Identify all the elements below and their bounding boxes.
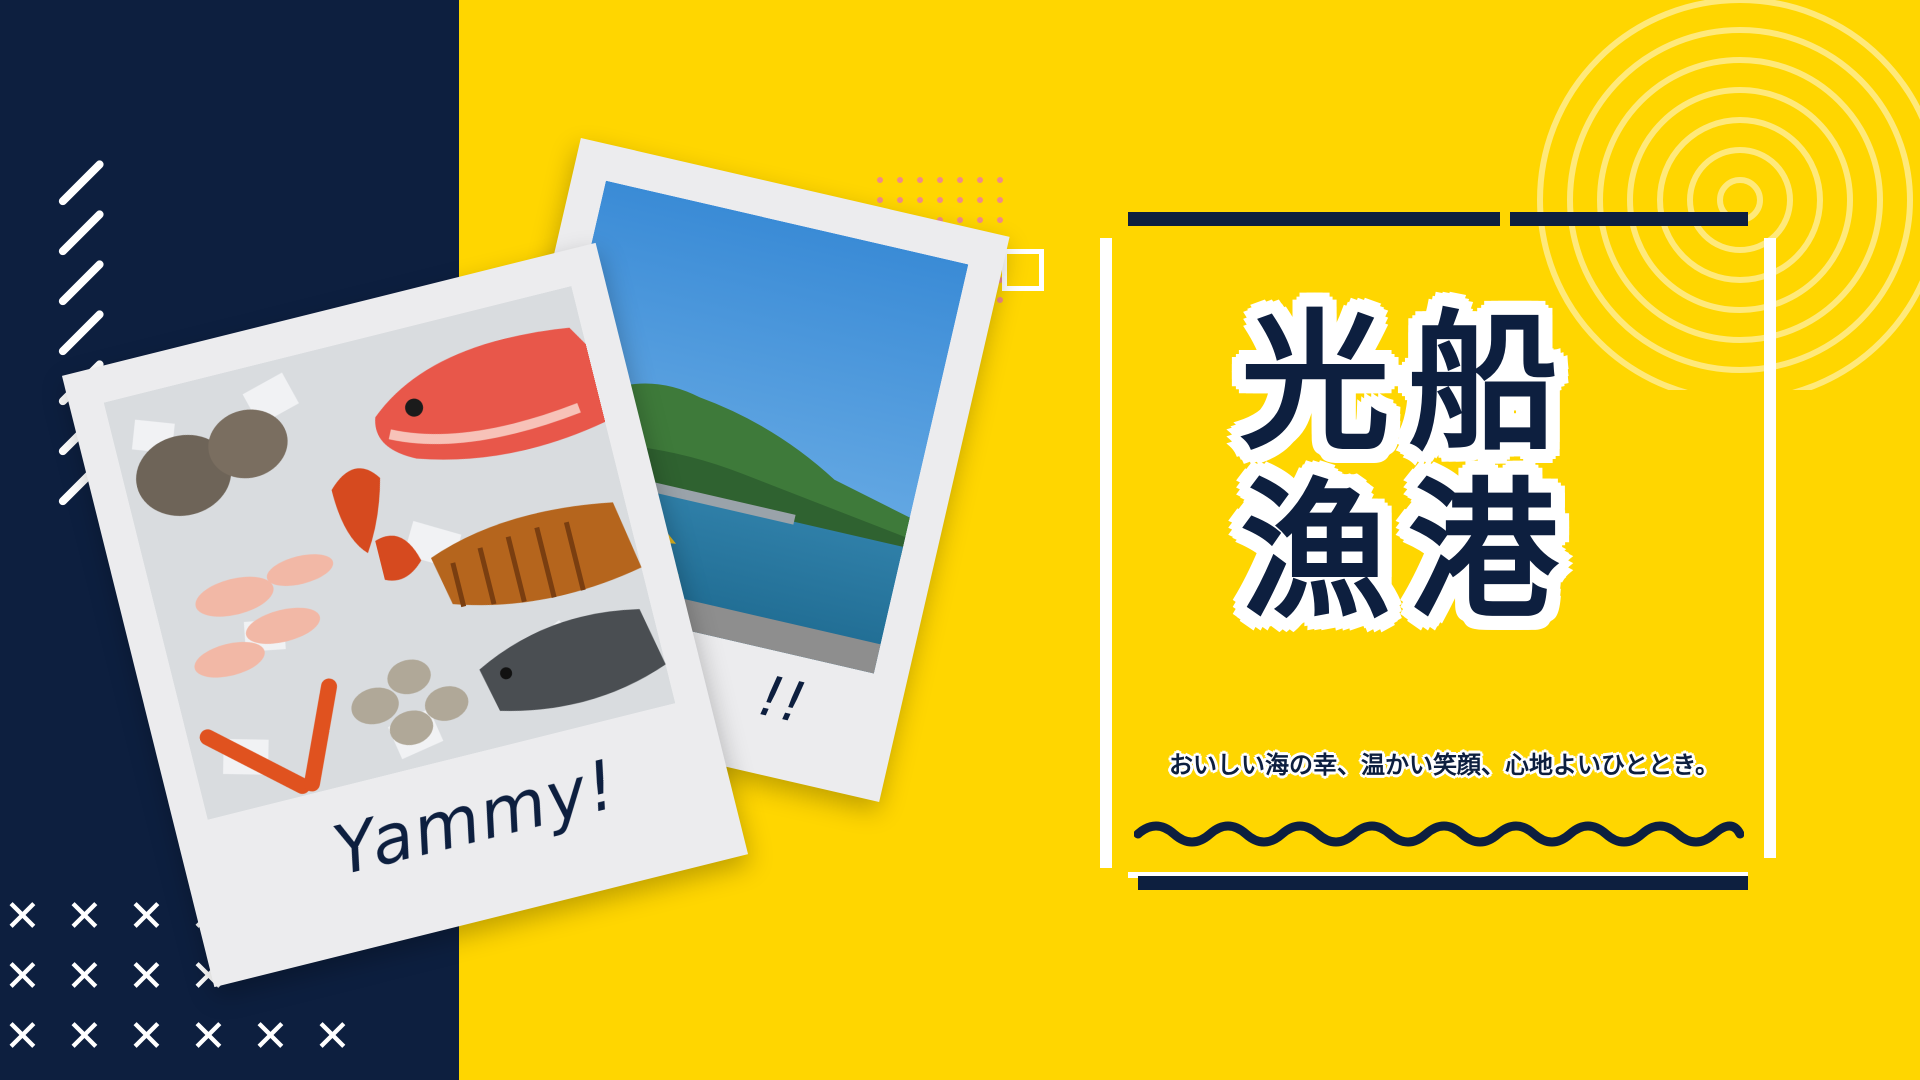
frame-bottom-white-line <box>1128 872 1748 878</box>
title-line-2: 漁港 <box>1240 465 1577 639</box>
concentric-rings-decoration <box>1537 0 1920 390</box>
polaroid-seafood: Yammy! <box>61 242 749 988</box>
title-line-1: 光船 <box>1240 297 1577 471</box>
wave-decoration <box>1134 821 1744 847</box>
frame-top-gap <box>1500 212 1510 226</box>
x-marks-decoration: ✕✕✕✕ ✕✕✕✕ ✕✕✕✕✕✕ <box>4 891 351 1062</box>
frame-right-line <box>1764 238 1776 858</box>
page-title: 光船 漁港 <box>1240 300 1640 700</box>
frame-top-line <box>1128 212 1748 226</box>
seafood-photo <box>103 285 676 820</box>
square-outline-decoration <box>1002 249 1044 291</box>
tagline: おいしい海の幸、温かい笑顔、心地よいひととき。 <box>1168 751 1720 779</box>
polaroid-harbor-caption: !! <box>752 663 812 737</box>
frame-bottom-line <box>1138 876 1748 890</box>
frame-left-line <box>1100 238 1112 868</box>
